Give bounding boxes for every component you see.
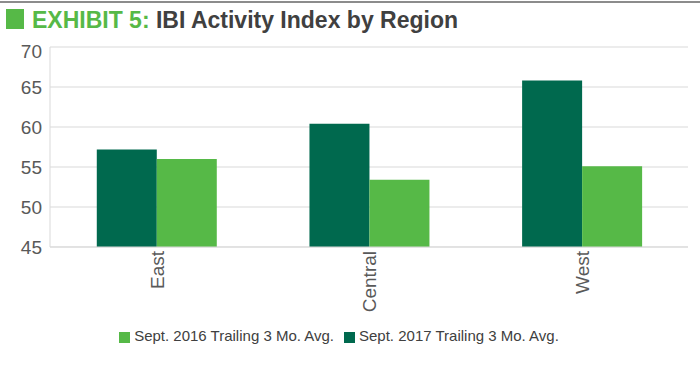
svg-text:East: East bbox=[147, 250, 168, 289]
svg-text:60: 60 bbox=[21, 117, 42, 138]
svg-text:Central: Central bbox=[359, 251, 380, 312]
svg-text:65: 65 bbox=[21, 77, 42, 98]
html-text:Sept. 2017 Trailing 3 Mo. Avg.: Sept. 2017 Trailing 3 Mo. Avg. bbox=[359, 327, 559, 344]
svg-text:45: 45 bbox=[21, 237, 42, 258]
svg-text:55: 55 bbox=[21, 157, 42, 178]
svg-text:West: West bbox=[572, 250, 593, 294]
svg-text:50: 50 bbox=[21, 197, 42, 218]
html-text:Sept. 2016 Trailing 3 Mo. Avg.: Sept. 2016 Trailing 3 Mo. Avg. bbox=[134, 327, 334, 344]
svg-text:70: 70 bbox=[21, 41, 42, 62]
html-text:EXHIBIT 5: IBI Activity Index: EXHIBIT 5: IBI Activity Index by Region bbox=[32, 7, 458, 33]
